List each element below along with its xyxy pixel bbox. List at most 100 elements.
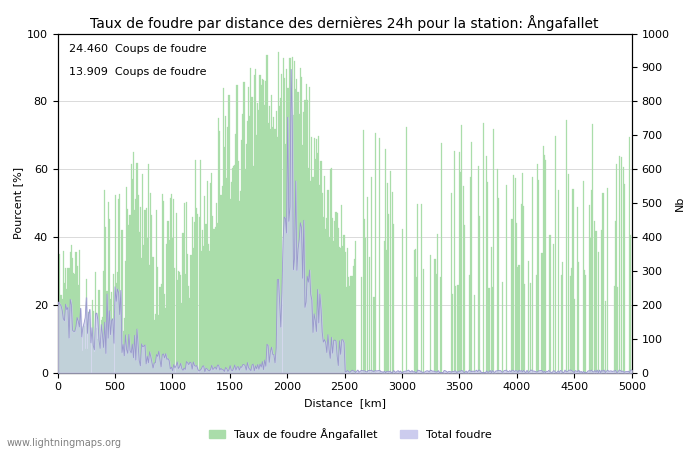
Text: 13.909  Coups de foudre: 13.909 Coups de foudre — [69, 68, 206, 77]
Bar — [512, 176, 514, 373]
Bar — [402, 229, 403, 373]
Bar — [307, 100, 308, 373]
X-axis label: Distance  [km]: Distance [km] — [304, 398, 386, 408]
Bar — [285, 144, 286, 373]
Bar — [76, 266, 78, 373]
Bar — [270, 129, 271, 373]
Bar — [577, 207, 578, 373]
Legend: Taux de foudre Ångafallet, Total foudre: Taux de foudre Ångafallet, Total foudre — [204, 423, 496, 445]
Bar — [308, 168, 309, 373]
Bar — [278, 52, 279, 373]
Bar — [318, 136, 319, 373]
Bar — [140, 207, 141, 373]
Bar — [64, 283, 65, 373]
Bar — [167, 220, 169, 373]
Bar — [573, 299, 575, 373]
Bar — [141, 257, 142, 373]
Bar — [332, 218, 333, 373]
Bar — [113, 274, 115, 373]
Bar — [83, 326, 85, 373]
Bar — [239, 201, 240, 373]
Bar — [584, 270, 585, 373]
Bar — [416, 277, 417, 373]
Bar — [235, 135, 237, 373]
Bar — [354, 259, 355, 373]
Bar — [214, 229, 215, 373]
Bar — [630, 235, 631, 373]
Bar — [276, 137, 278, 373]
Bar — [203, 246, 204, 373]
Bar — [296, 79, 297, 373]
Bar — [224, 147, 225, 373]
Bar — [117, 272, 118, 373]
Bar — [455, 286, 456, 373]
Bar — [385, 148, 386, 373]
Bar — [176, 279, 178, 373]
Bar — [557, 190, 559, 373]
Bar — [393, 224, 394, 373]
Bar — [384, 241, 385, 373]
Bar — [369, 257, 370, 373]
Bar — [486, 156, 487, 373]
Bar — [137, 195, 139, 373]
Bar — [571, 268, 573, 373]
Bar — [545, 160, 546, 373]
Bar — [326, 218, 328, 373]
Bar — [333, 241, 335, 373]
Y-axis label: Nb: Nb — [675, 195, 685, 211]
Bar — [348, 276, 349, 373]
Bar — [323, 217, 324, 373]
Bar — [339, 247, 340, 373]
Bar — [303, 112, 304, 373]
Bar — [193, 248, 194, 373]
Bar — [149, 265, 150, 373]
Bar — [592, 124, 593, 373]
Bar — [69, 252, 71, 373]
Bar — [623, 167, 624, 373]
Bar — [281, 74, 283, 373]
Bar — [121, 230, 122, 373]
Bar — [298, 92, 299, 373]
Bar — [221, 185, 223, 373]
Bar — [132, 179, 133, 373]
Bar — [621, 157, 622, 373]
Bar — [292, 58, 293, 373]
Bar — [92, 310, 94, 373]
Bar — [150, 193, 151, 373]
Bar — [111, 292, 112, 373]
Bar — [415, 249, 416, 373]
Bar — [629, 137, 630, 373]
Bar — [72, 258, 73, 373]
Bar — [387, 183, 388, 373]
Bar — [487, 182, 489, 373]
Title: Taux de foudre par distance des dernières 24h pour la station: Ångafallet: Taux de foudre par distance des dernière… — [90, 15, 599, 31]
Bar — [371, 176, 372, 373]
Bar — [289, 58, 290, 373]
Bar — [471, 143, 472, 373]
Bar — [217, 223, 218, 373]
Bar — [619, 156, 620, 373]
Bar — [309, 86, 310, 373]
Bar — [262, 79, 263, 373]
Bar — [523, 206, 524, 373]
Bar — [536, 275, 537, 373]
Bar — [478, 166, 480, 373]
Bar — [263, 80, 264, 373]
Bar — [242, 114, 244, 373]
Bar — [598, 252, 599, 373]
Bar — [146, 208, 147, 373]
Bar — [578, 262, 580, 373]
Bar — [430, 255, 431, 373]
Bar — [157, 267, 158, 373]
Bar — [60, 296, 62, 373]
Bar — [119, 194, 120, 373]
Bar — [186, 202, 187, 373]
Bar — [342, 246, 344, 373]
Bar — [163, 201, 164, 373]
Bar — [516, 223, 517, 373]
Bar — [57, 243, 58, 373]
Bar — [335, 212, 337, 373]
Bar — [541, 252, 542, 373]
Bar — [589, 238, 591, 373]
Bar — [112, 319, 113, 373]
